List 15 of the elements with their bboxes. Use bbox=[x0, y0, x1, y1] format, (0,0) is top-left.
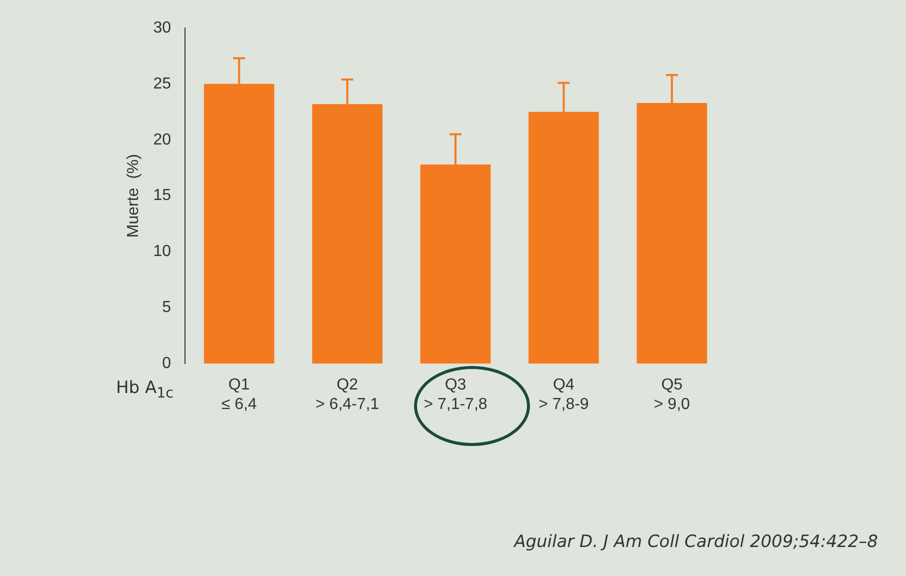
x-tick-label: Q5 > 9,0 bbox=[654, 376, 690, 413]
y-tick-label: 5 bbox=[162, 299, 172, 316]
x-tick-label: Q4 > 7,8-9 bbox=[538, 376, 589, 413]
x-tick-label: Q2 > 6,4-7,1 bbox=[315, 376, 380, 413]
y-tick-label: 15 bbox=[153, 187, 172, 204]
y-tick-label: 30 bbox=[153, 19, 172, 36]
text: Aguilar D. J Am Coll Cardiol 2009;54:422–8 bbox=[514, 532, 878, 552]
y-tick-label: 20 bbox=[153, 131, 172, 148]
y-tick-label: 10 bbox=[153, 243, 172, 260]
y-tick-label: 25 bbox=[153, 75, 172, 92]
x-axis-title: Hb A$_{1c}$ bbox=[116, 378, 174, 402]
y-tick-label: 0 bbox=[162, 355, 172, 372]
y-axis-title: Muerte (%) bbox=[125, 154, 142, 238]
x-tick-label: Q3 > 7,1-7,8 bbox=[424, 376, 488, 413]
x-tick-label: Q1 ≤ 6,4 bbox=[221, 376, 257, 413]
